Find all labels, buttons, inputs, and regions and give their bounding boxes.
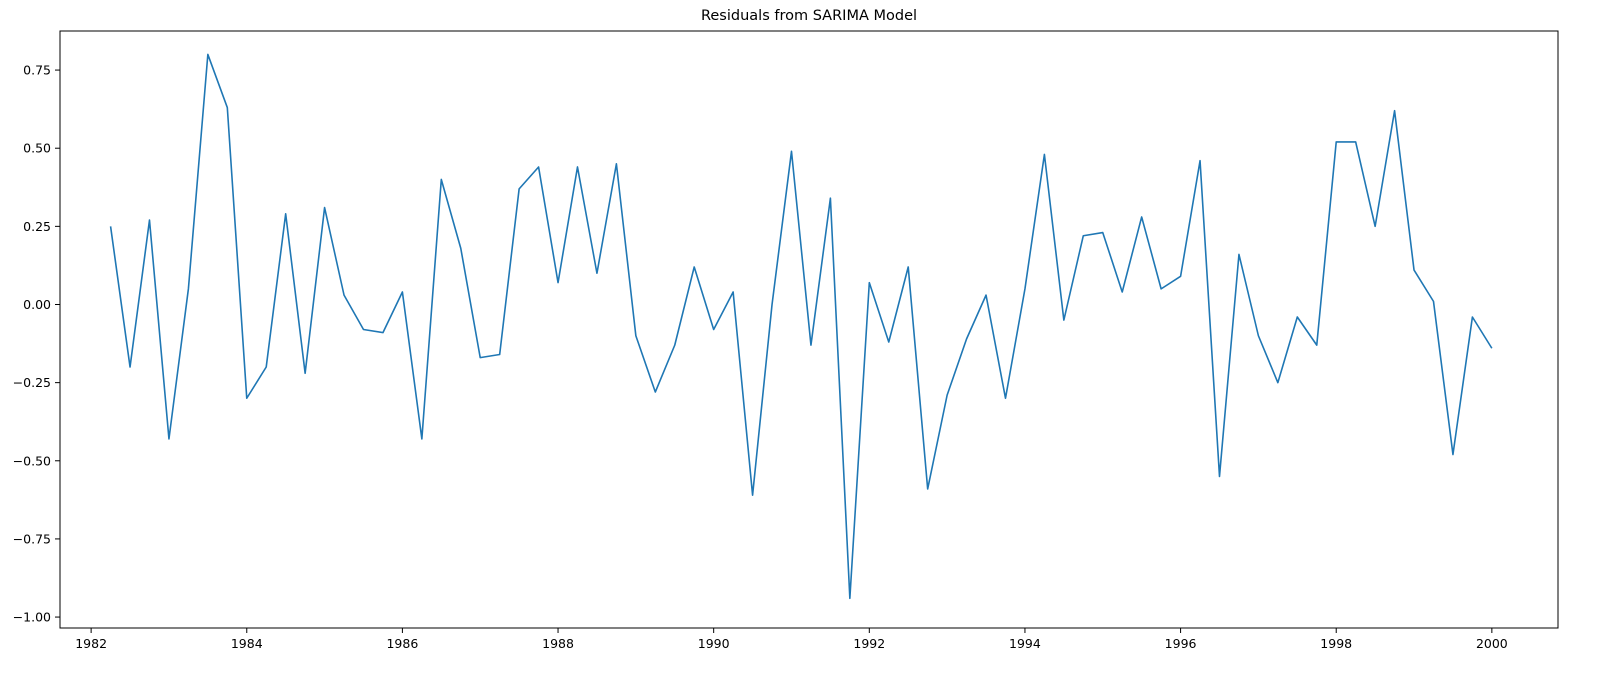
residuals-series-line	[109, 53, 1493, 600]
x-tick-label: 1984	[231, 636, 263, 651]
x-tick-label: 1992	[853, 636, 885, 651]
chart-title: Residuals from SARIMA Model	[701, 8, 917, 24]
x-tick-label: 1998	[1320, 636, 1352, 651]
x-tick-label: 1996	[1165, 636, 1197, 651]
y-tick-label: −0.50	[13, 453, 51, 468]
x-tick-label: 1990	[698, 636, 730, 651]
x-tick-label: 1988	[542, 636, 574, 651]
y-tick-label: 0.00	[23, 297, 51, 312]
plot-frame	[59, 30, 1559, 629]
y-tick-label: 0.75	[23, 63, 51, 78]
x-tick-label: 1986	[386, 636, 418, 651]
x-tick-label: 1982	[75, 636, 107, 651]
y-tick-label: −1.00	[13, 610, 51, 625]
x-tick-label: 2000	[1476, 636, 1508, 651]
series-layer	[109, 53, 1493, 600]
y-tick-label: 0.50	[23, 141, 51, 156]
x-axis: 1982 1984 1986 1988 1990 1992 1994 1996 1998 2000	[75, 628, 1508, 651]
y-tick-label: 0.25	[23, 219, 51, 234]
y-tick-label: −0.75	[13, 531, 51, 546]
y-tick-label: −0.25	[13, 375, 51, 390]
x-tick-label: 1994	[1009, 636, 1041, 651]
y-axis: −1.00 −0.75 −0.50 −0.25 0.00 0.25 0.50 0.75	[13, 63, 60, 625]
